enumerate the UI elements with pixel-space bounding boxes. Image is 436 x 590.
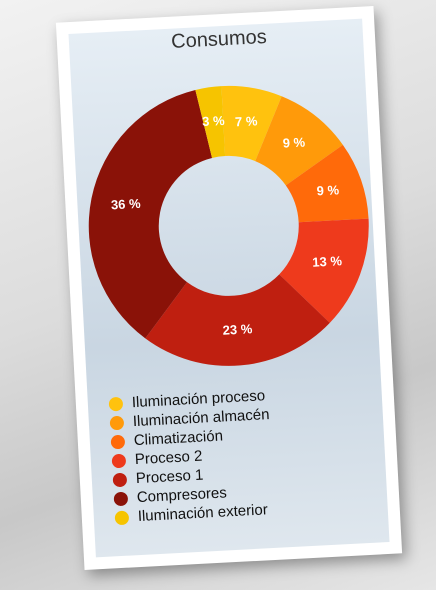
- legend-swatch: [111, 453, 126, 468]
- screen: Consumos 7 % 9 % 9 % 13 % 23 % 36 % 3 % Ilumina…: [68, 18, 390, 558]
- legend-label: Climatización: [133, 428, 223, 450]
- legend-label: Iluminación exterior: [137, 501, 268, 525]
- donut-slice: [285, 144, 369, 223]
- donut-slice: [88, 89, 213, 339]
- legend-label: Iluminación proceso: [131, 387, 265, 411]
- chart: Consumos 7 % 9 % 9 % 13 % 23 % 36 % 3 % Ilumina…: [88, 26, 369, 525]
- data-label: 7 %: [235, 113, 259, 129]
- donut-slice: [145, 274, 330, 366]
- chart-title: Consumos: [171, 26, 268, 53]
- legend-swatch: [108, 397, 123, 412]
- photo-card: Consumos 7 % 9 % 9 % 13 % 23 % 36 % 3 % Ilumina…: [55, 6, 403, 570]
- data-label: 36 %: [111, 196, 142, 213]
- legend-label: Proceso 1: [135, 467, 203, 488]
- data-label: 3 %: [202, 113, 226, 129]
- data-label: 9 %: [282, 134, 306, 150]
- donut-slice: [221, 85, 282, 162]
- data-label: 9 %: [316, 182, 340, 198]
- legend-label: Compresores: [136, 484, 227, 506]
- donut-slice: [279, 218, 369, 323]
- legend-swatch: [110, 435, 125, 450]
- donut-slice: [195, 86, 226, 158]
- legend-label: Proceso 2: [134, 448, 202, 469]
- legend-swatch: [113, 491, 128, 506]
- data-label: 13 %: [312, 253, 343, 270]
- data-label: 23 %: [222, 321, 253, 338]
- legend-swatch: [109, 416, 124, 431]
- legend-swatch: [114, 510, 129, 525]
- legend-swatch: [112, 472, 127, 487]
- donut-slice: [255, 96, 343, 186]
